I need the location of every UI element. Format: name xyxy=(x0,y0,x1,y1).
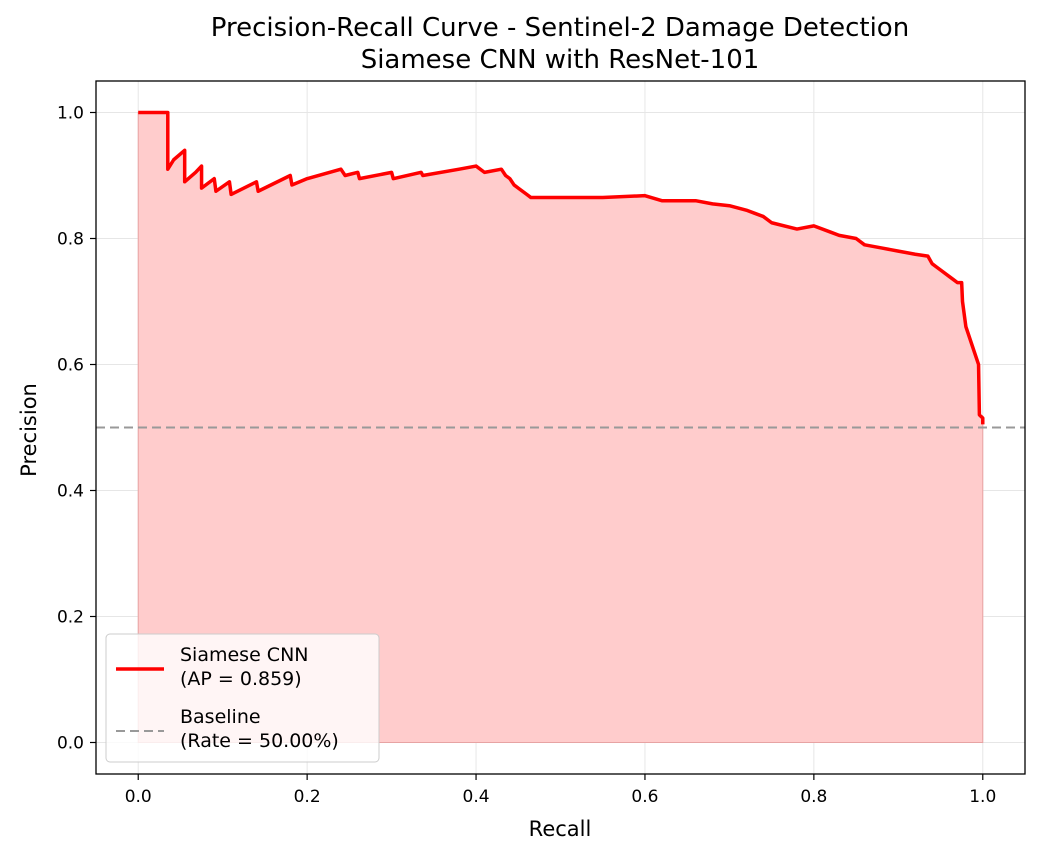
pr-curve-line xyxy=(138,110,985,425)
x-axis-ticks: 0.0 0.2 0.4 0.6 0.8 1.0 xyxy=(125,774,996,807)
legend-label-baseline: Baseline (Rate = 50.00%) xyxy=(180,706,339,752)
y-tick-label: 1.0 xyxy=(57,104,84,124)
legend-label-curve: Siamese CNN (AP = 0.859) xyxy=(180,644,315,690)
y-tick-label: 0.6 xyxy=(57,356,84,376)
y-tick-label: 0.8 xyxy=(57,230,84,250)
x-tick-label: 0.6 xyxy=(631,787,658,807)
x-tick-label: 0.8 xyxy=(800,787,827,807)
chart-title: Precision-Recall Curve - Sentinel-2 Dama… xyxy=(211,13,909,43)
x-axis-label: Recall xyxy=(529,817,592,841)
legend-curve-line-2: (AP = 0.859) xyxy=(180,668,302,690)
y-axis-ticks: 0.0 0.2 0.4 0.6 0.8 1.0 xyxy=(57,104,96,754)
y-tick-label: 0.2 xyxy=(57,608,84,628)
legend-baseline-line-2: (Rate = 50.00%) xyxy=(180,730,339,752)
legend-baseline-line-1: Baseline xyxy=(180,706,261,728)
y-axis-label: Precision xyxy=(17,383,41,477)
x-tick-label: 1.0 xyxy=(969,787,996,807)
plot-frame xyxy=(95,80,1026,775)
pr-curve-series xyxy=(138,110,985,425)
legend-box xyxy=(105,633,380,763)
y-tick-label: 0.4 xyxy=(57,482,84,502)
legend-curve-line-1: Siamese CNN xyxy=(180,644,309,666)
y-tick-label: 0.0 xyxy=(57,734,84,754)
legend: Siamese CNN (AP = 0.859) Baseline (Rate … xyxy=(105,633,380,763)
x-tick-label: 0.0 xyxy=(125,787,152,807)
x-tick-label: 0.2 xyxy=(294,787,321,807)
x-tick-label: 0.4 xyxy=(463,787,490,807)
chart-subtitle: Siamese CNN with ResNet-101 xyxy=(361,45,760,75)
